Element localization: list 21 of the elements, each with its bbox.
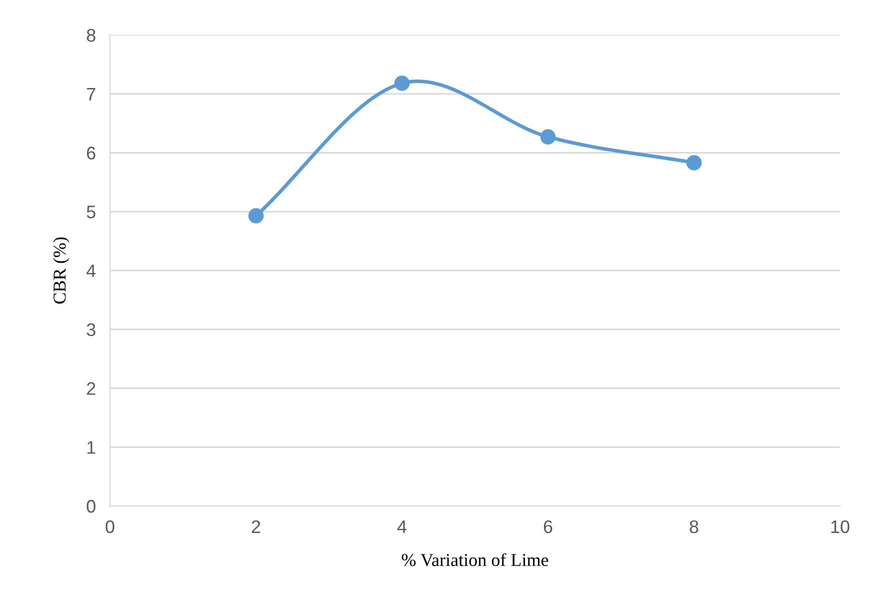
y-tick-label: 8: [86, 28, 96, 42]
y-tick-label: 2: [86, 382, 96, 395]
x-tick-label: 2: [252, 520, 260, 533]
point: [394, 76, 410, 91]
point: [686, 155, 702, 170]
point: [540, 129, 556, 144]
y-tick-label: 6: [86, 146, 96, 160]
x-tick-label: 4: [397, 520, 406, 533]
x-tick-label: 0: [106, 520, 114, 534]
y-tick-label: 0: [86, 500, 96, 513]
y-tick-label: 5: [86, 206, 96, 218]
y-tick-label: 3: [86, 323, 96, 336]
y-axis-title: CBR (%): [53, 237, 70, 304]
x-tick-label: 6: [544, 520, 552, 534]
point: [248, 208, 264, 224]
y-tick-label: 4: [86, 264, 96, 278]
y-tick-label: 7: [86, 88, 96, 100]
x-axis-title: % Variation of Lime: [402, 553, 548, 566]
y-tick-label: 1: [87, 441, 96, 454]
x-tick-label: 10: [831, 520, 850, 534]
x-tick-label: 8: [690, 520, 698, 534]
